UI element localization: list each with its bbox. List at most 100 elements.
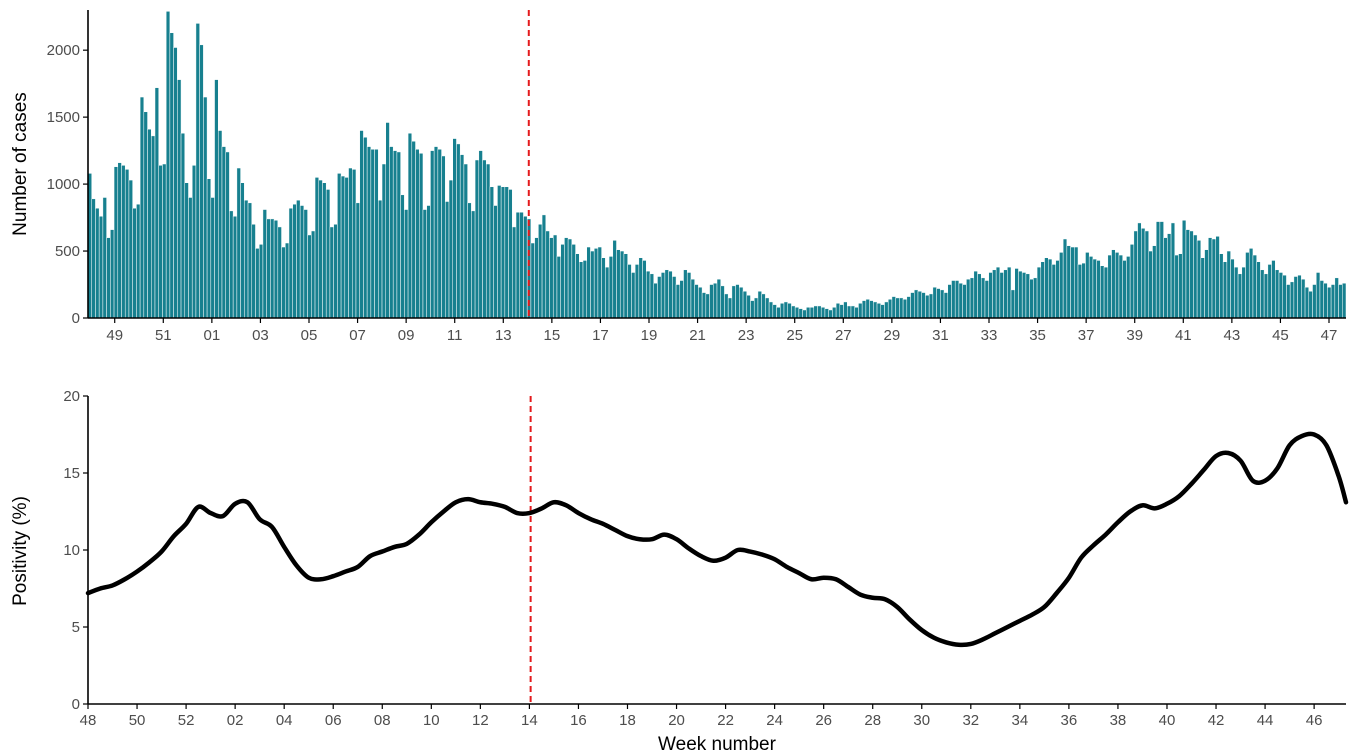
case-bar	[1301, 278, 1306, 319]
positivity-line	[85, 431, 1349, 648]
positivity-x-tick-label: 24	[766, 712, 783, 729]
case-bar	[273, 219, 279, 319]
case-bar	[1304, 286, 1310, 319]
case-bar	[1103, 266, 1109, 319]
case-bar	[1342, 282, 1347, 319]
case-bar	[1114, 252, 1120, 319]
case-bar	[973, 270, 978, 319]
case-bar	[374, 149, 379, 319]
cases-x-tick-label: 11	[447, 327, 463, 344]
case-bar	[638, 257, 643, 319]
case-bar	[1152, 245, 1157, 319]
case-bar	[1085, 252, 1090, 319]
case-bar	[824, 308, 829, 319]
case-bar	[1137, 222, 1142, 319]
cases-x-tick-label: 35	[1029, 327, 1046, 344]
case-bar	[1185, 229, 1190, 319]
cases-y-tick-label: 0	[72, 310, 80, 327]
case-bar	[560, 244, 565, 319]
case-bar	[452, 138, 457, 319]
case-bar	[322, 182, 327, 319]
case-bar	[385, 122, 390, 319]
case-bar	[128, 179, 133, 319]
positivity-x-tick-label: 50	[129, 712, 146, 729]
case-bar	[936, 288, 941, 319]
case-bar	[601, 257, 606, 319]
positivity-x-tick-label: 36	[1061, 712, 1078, 729]
case-bar	[366, 146, 372, 319]
positivity-y-tick-label: 20	[63, 388, 80, 405]
case-bar	[225, 151, 230, 319]
case-bar	[832, 307, 837, 319]
case-bar	[1234, 266, 1239, 319]
case-bar	[757, 290, 762, 319]
case-bar	[977, 273, 982, 319]
case-bar	[884, 301, 889, 319]
case-bar	[530, 242, 535, 319]
case-bar	[184, 182, 189, 319]
case-bar	[247, 202, 253, 319]
positivity-x-tick-label: 08	[374, 712, 391, 729]
case-bar	[255, 248, 260, 319]
case-bar	[768, 301, 774, 319]
cases-x-tick-label: 01	[204, 327, 221, 344]
case-bar	[1204, 249, 1209, 319]
case-bar	[232, 215, 238, 319]
cases-x-tick-label: 13	[495, 327, 512, 344]
case-bar	[389, 146, 394, 319]
case-bar	[1263, 273, 1269, 319]
case-bar	[787, 303, 792, 319]
case-bar	[139, 96, 145, 319]
case-bar	[616, 249, 621, 319]
case-bar	[199, 44, 204, 319]
case-bar	[195, 23, 200, 319]
case-bar	[1293, 276, 1298, 319]
case-bar	[500, 186, 506, 319]
case-bar	[1021, 272, 1027, 319]
case-bar	[839, 304, 844, 319]
case-bar	[906, 296, 911, 319]
case-bar	[102, 197, 107, 319]
case-bar	[873, 301, 878, 319]
case-bar	[433, 146, 439, 319]
case-bar	[1118, 254, 1123, 319]
case-bar	[776, 307, 781, 319]
case-bar	[567, 238, 573, 319]
case-bar	[705, 293, 710, 319]
case-bar	[1222, 261, 1228, 319]
positivity-x-tick-label: 28	[864, 712, 881, 729]
case-bar	[210, 197, 215, 319]
case-bar	[1107, 254, 1112, 319]
case-bar	[631, 272, 636, 319]
case-bar	[895, 297, 900, 319]
cases-y-tick-label: 1500	[47, 109, 80, 126]
case-bar	[1129, 244, 1135, 319]
case-bar	[258, 244, 264, 319]
case-bar	[98, 215, 104, 319]
case-bar	[1040, 261, 1045, 319]
case-bar	[191, 165, 197, 319]
case-bar	[1189, 230, 1194, 319]
case-bar	[865, 299, 870, 319]
case-bar	[947, 284, 952, 319]
case-bar	[806, 307, 811, 319]
case-bar	[437, 149, 442, 319]
case-bar	[850, 305, 855, 319]
case-bar	[1133, 230, 1138, 319]
case-bar	[113, 166, 119, 319]
case-bar	[552, 234, 558, 319]
case-bar	[954, 280, 960, 319]
case-bar	[165, 11, 171, 319]
case-bar	[296, 199, 301, 319]
case-bar	[1230, 258, 1235, 319]
case-bar	[1297, 274, 1302, 319]
case-bar	[1323, 282, 1328, 319]
case-bar	[344, 177, 349, 319]
case-bar	[538, 224, 543, 319]
cases-x-tick-label: 21	[689, 327, 706, 344]
case-bar	[835, 303, 841, 319]
case-bar	[206, 178, 212, 319]
cases-y-ticks: 0 500 1000 1500 2000	[47, 42, 88, 327]
case-bar	[899, 297, 904, 319]
case-bar	[746, 294, 751, 319]
